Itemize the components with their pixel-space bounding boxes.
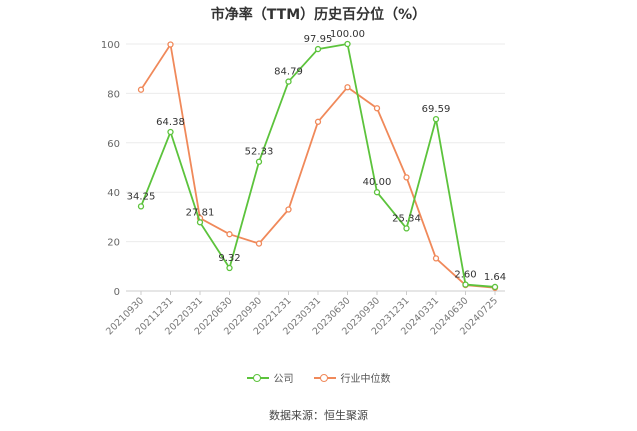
data-label: 100.00 bbox=[330, 29, 365, 40]
data-label: 27.81 bbox=[186, 207, 215, 218]
data-point bbox=[137, 203, 145, 210]
data-label: 2.60 bbox=[454, 270, 476, 281]
y-tick-label: 80 bbox=[107, 89, 120, 100]
data-label: 69.59 bbox=[422, 104, 451, 115]
data-point bbox=[344, 40, 351, 48]
data-point bbox=[255, 240, 263, 247]
legend-swatch-industry-median bbox=[313, 373, 336, 383]
data-point bbox=[403, 174, 410, 181]
series-line-0 bbox=[140, 42, 496, 288]
data-point bbox=[432, 255, 440, 262]
data-point bbox=[432, 115, 440, 123]
data-point bbox=[167, 41, 174, 48]
y-tick-label: 60 bbox=[107, 139, 120, 150]
data-point bbox=[285, 78, 292, 85]
y-tick-label: 40 bbox=[107, 188, 120, 199]
data-point bbox=[373, 189, 381, 196]
series-lines bbox=[137, 40, 499, 291]
data-point bbox=[344, 84, 351, 91]
legend-swatch-company bbox=[246, 373, 269, 383]
data-point bbox=[226, 264, 233, 272]
series-line-1 bbox=[140, 42, 496, 289]
data-label: 40.00 bbox=[363, 177, 392, 188]
data-point bbox=[255, 158, 263, 165]
data-point bbox=[491, 283, 499, 291]
data-point bbox=[196, 219, 204, 226]
data-point bbox=[226, 231, 233, 238]
grid-lines bbox=[126, 43, 505, 292]
data-label: 1.64 bbox=[484, 272, 506, 283]
data-source: 数据来源：恒生聚源 bbox=[269, 409, 368, 422]
legend-item-industry-median[interactable]: 行业中位数 bbox=[313, 370, 391, 385]
data-point bbox=[403, 225, 410, 232]
legend-label-industry-median: 行业中位数 bbox=[340, 374, 391, 385]
data-point bbox=[373, 105, 381, 112]
chart-title: 市净率（TTM）历史百分位（%） bbox=[210, 7, 427, 23]
axes: 0204060801002021093020211231202203312022… bbox=[101, 40, 500, 337]
legend-label-company: 公司 bbox=[273, 374, 294, 385]
data-label: 25.34 bbox=[392, 213, 421, 224]
data-label: 97.95 bbox=[304, 34, 333, 45]
data-point bbox=[137, 86, 145, 93]
legend-item-company[interactable]: 公司 bbox=[246, 370, 294, 385]
data-labels: 34.25 64.38 27.81 9.32 52.33 84.79 97.95100.00… bbox=[127, 29, 506, 283]
y-tick-label: 20 bbox=[107, 238, 120, 249]
data-label: 84.79 bbox=[274, 67, 303, 78]
data-point bbox=[462, 281, 469, 288]
data-label: 34.25 bbox=[127, 191, 156, 202]
data-point bbox=[285, 206, 292, 213]
data-label: 9.32 bbox=[218, 253, 240, 264]
legend: 公司 行业中位数 bbox=[0, 370, 637, 385]
data-label: 52.33 bbox=[245, 147, 274, 158]
data-label: 64.38 bbox=[156, 117, 185, 128]
data-point bbox=[167, 128, 174, 136]
y-tick-label: 100 bbox=[101, 40, 120, 51]
data-point bbox=[314, 118, 322, 125]
y-tick-label: 0 bbox=[114, 287, 120, 298]
data-point bbox=[314, 45, 322, 53]
